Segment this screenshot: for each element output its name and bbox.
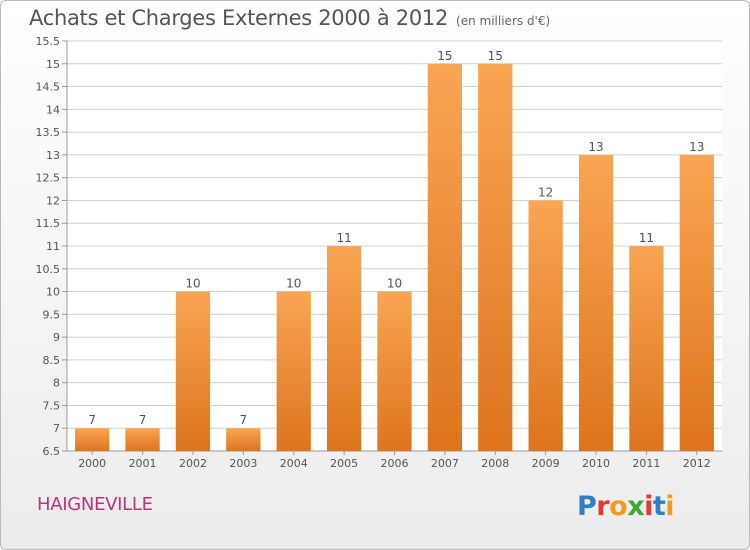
y-tick-label: 15.5: [36, 35, 61, 48]
logo-letter: i: [665, 491, 675, 522]
bar-2003: [226, 428, 261, 451]
logo-letter: i: [644, 491, 653, 522]
chart-unit: (en milliers d'€): [456, 14, 551, 28]
value-label: 7: [240, 413, 248, 427]
y-tick-label: 11.5: [36, 217, 61, 230]
y-tick-label: 7.5: [43, 399, 61, 412]
chart-title-block: Achats et Charges Externes 2000 à 2012 (e…: [29, 6, 550, 30]
y-tick-label: 14: [46, 103, 60, 116]
value-label: 7: [88, 413, 96, 427]
value-label: 15: [488, 49, 503, 63]
value-label: 11: [639, 231, 654, 245]
x-tick-label: 2003: [229, 457, 257, 470]
logo-letter: P: [577, 491, 597, 522]
y-tick-label: 6.5: [43, 445, 61, 458]
y-tick-label: 10: [46, 286, 60, 299]
x-tick-label: 2002: [179, 457, 207, 470]
x-tick-label: 2001: [129, 457, 157, 470]
y-tick-label: 8: [53, 377, 60, 390]
bar-2004: [276, 291, 311, 451]
value-label: 10: [185, 277, 200, 291]
x-tick-label: 2004: [280, 457, 308, 470]
y-tick-label: 13.5: [36, 126, 61, 139]
logo-letter: t: [652, 491, 666, 522]
x-tick-label: 2000: [78, 457, 106, 470]
logo-letter: r: [596, 491, 610, 522]
value-label: 10: [387, 277, 402, 291]
bar-2009: [528, 200, 563, 451]
y-tick-label: 12: [46, 194, 60, 207]
x-tick-label: 2007: [431, 457, 459, 470]
bar-2007: [427, 63, 463, 452]
commune-name: HAIGNEVILLE: [37, 494, 153, 515]
value-label: 13: [588, 140, 603, 154]
bar-2011: [629, 246, 664, 451]
bar-2012: [679, 154, 714, 451]
y-tick-label: 11: [46, 240, 60, 253]
bar-2010: [578, 154, 614, 451]
value-label: 11: [336, 231, 351, 245]
x-tick-label: 2009: [532, 457, 560, 470]
x-tick-label: 2010: [582, 457, 610, 470]
proxiti-logo: Proxiti: [577, 491, 675, 522]
value-label: 15: [437, 49, 452, 63]
y-tick-label: 15: [46, 58, 60, 71]
y-tick-label: 13: [46, 149, 60, 162]
y-tick-label: 8.5: [43, 354, 61, 367]
y-tick-label: 7: [53, 422, 60, 435]
value-label: 7: [139, 413, 147, 427]
bar-2008: [478, 63, 513, 452]
value-label: 10: [286, 277, 301, 291]
bar-2006: [377, 291, 412, 451]
x-tick-label: 2011: [632, 457, 660, 470]
bar-2000: [75, 428, 110, 451]
y-tick-label: 10.5: [36, 263, 61, 276]
value-label: 13: [689, 140, 704, 154]
logo-letter: x: [627, 491, 645, 522]
x-tick-label: 2005: [330, 457, 358, 470]
bar-2005: [326, 246, 362, 451]
bar-2002: [175, 291, 211, 451]
chart-title: Achats et Charges Externes 2000 à 2012: [29, 6, 449, 30]
y-tick-label: 12.5: [36, 172, 61, 185]
x-tick-label: 2012: [683, 457, 711, 470]
y-tick-label: 9: [53, 331, 60, 344]
value-label: 12: [538, 185, 553, 199]
y-tick-label: 14.5: [36, 81, 61, 94]
y-tick-label: 9.5: [43, 308, 61, 321]
logo-letter: o: [609, 491, 628, 522]
x-tick-label: 2006: [381, 457, 409, 470]
bar-2001: [125, 428, 160, 451]
x-tick-label: 2008: [481, 457, 509, 470]
